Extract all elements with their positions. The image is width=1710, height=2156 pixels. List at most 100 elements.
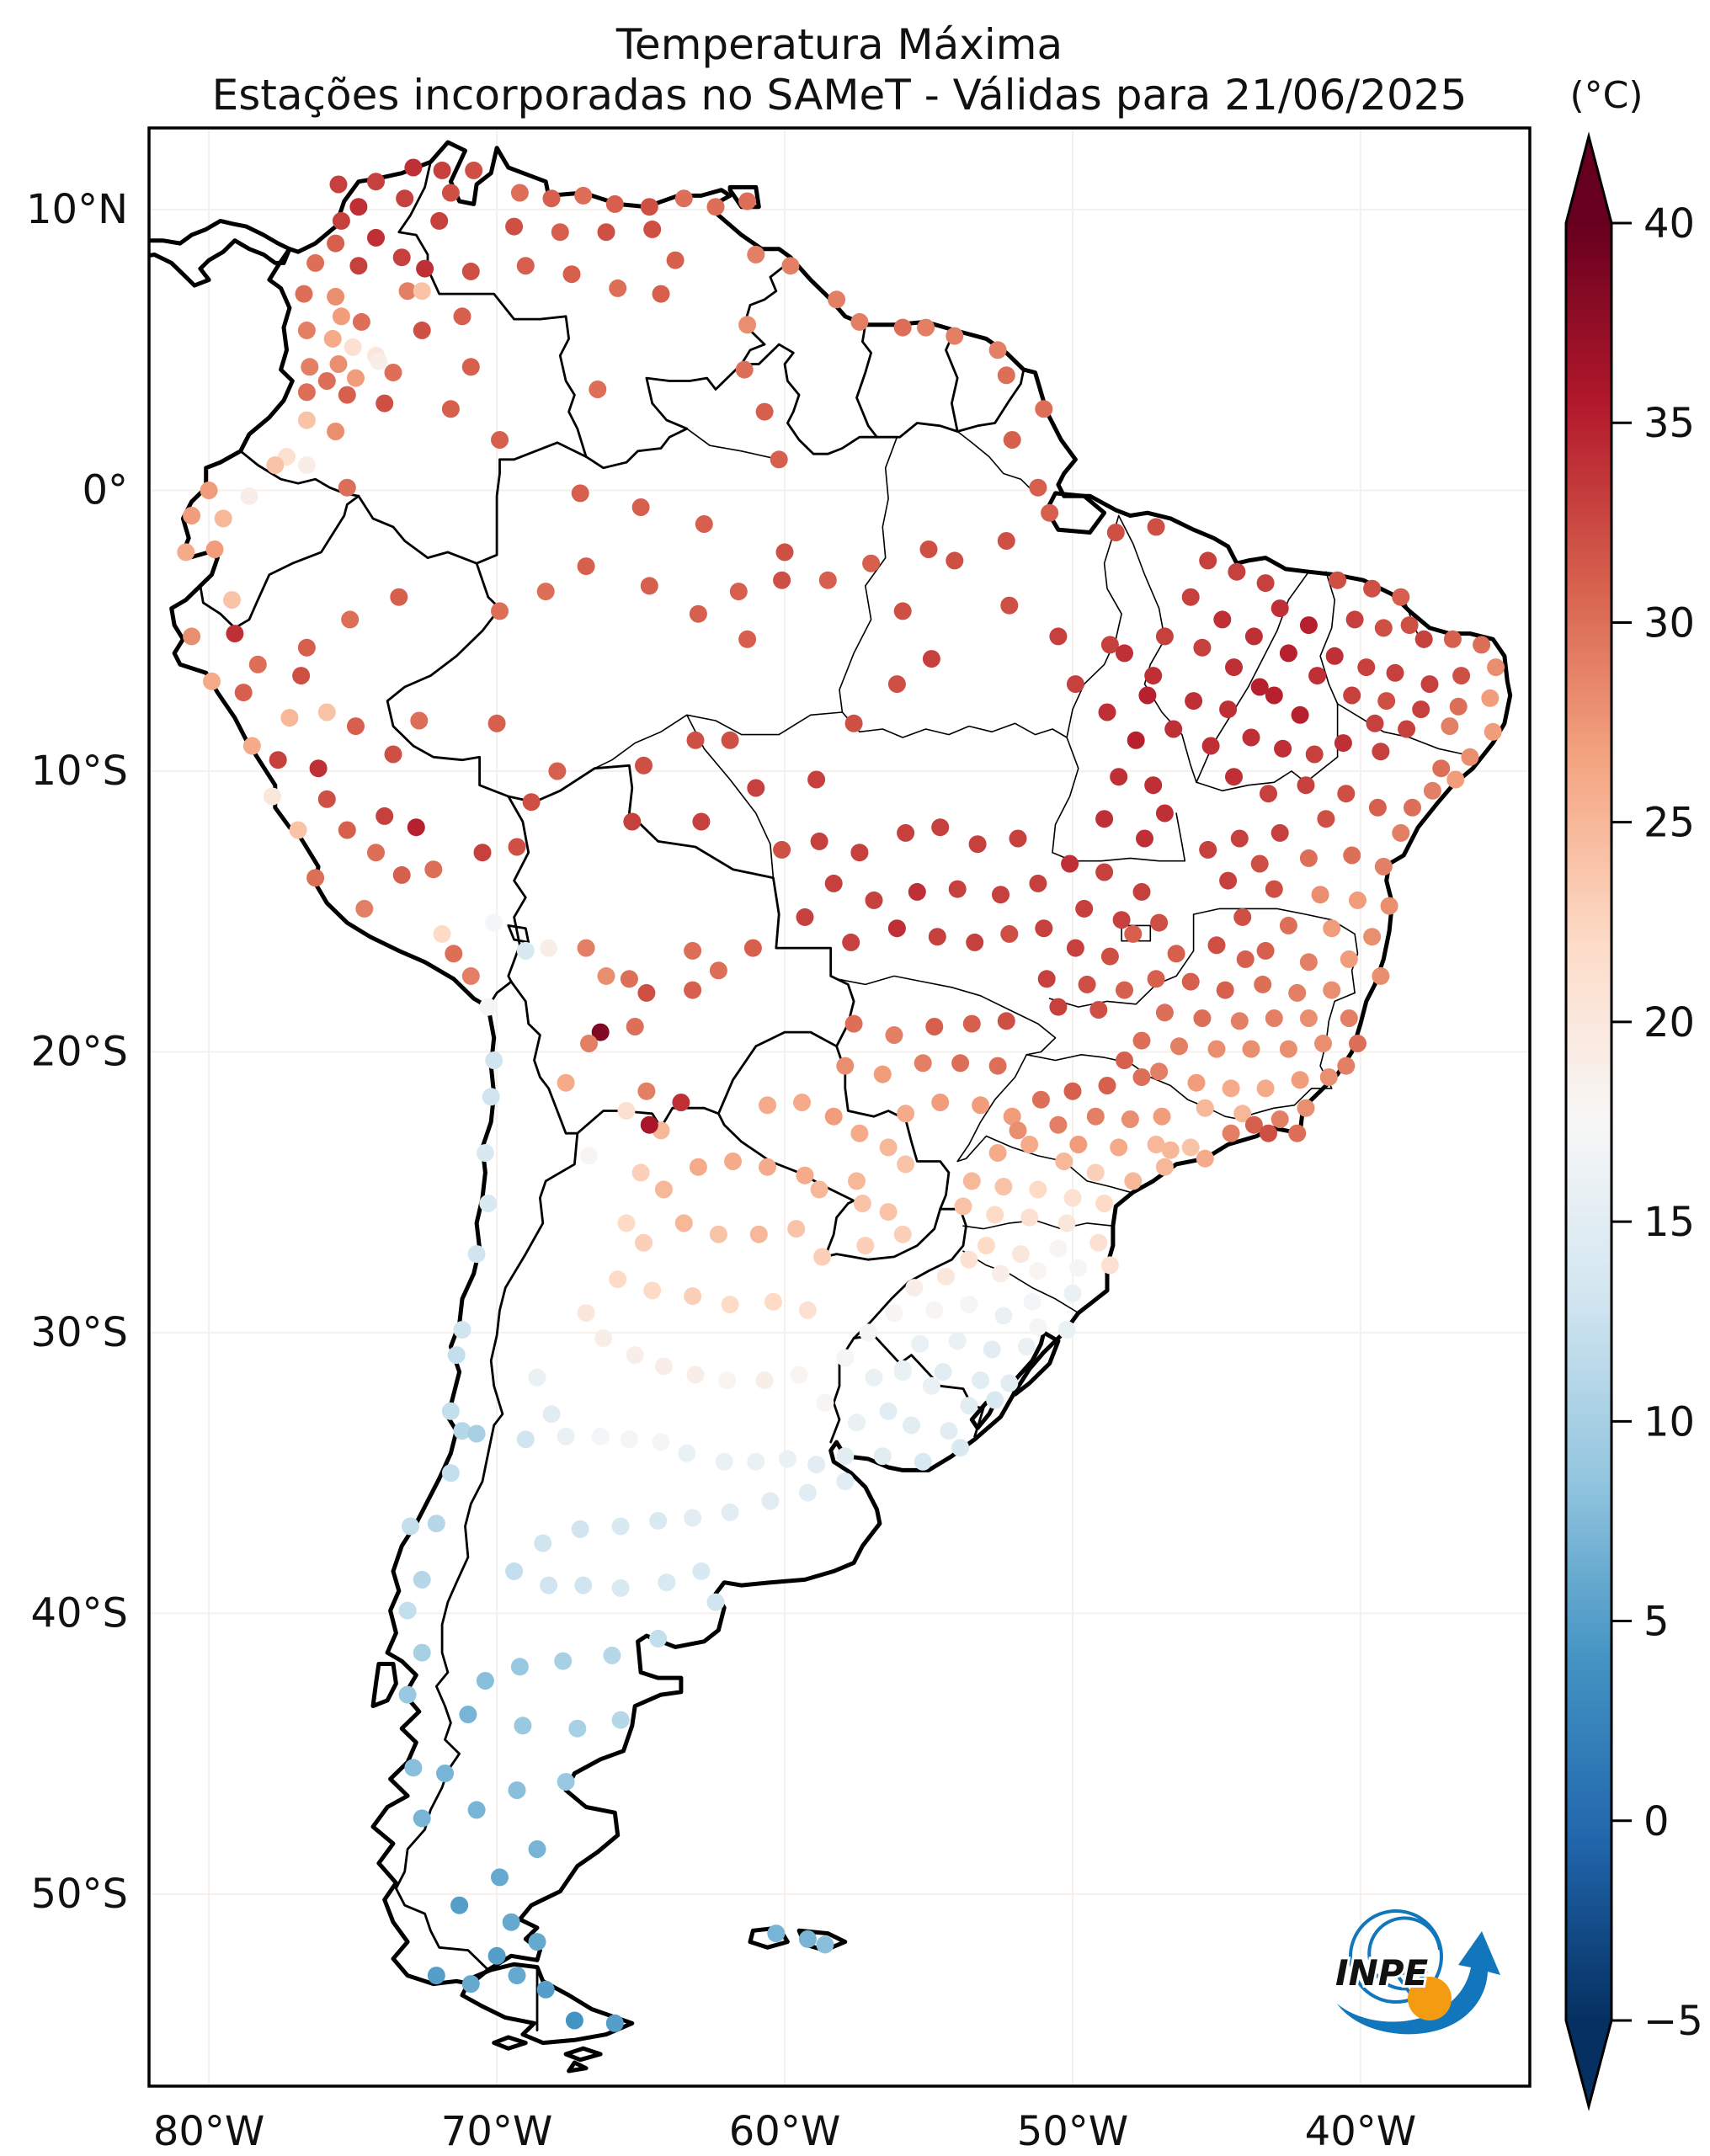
station-dot <box>542 1405 561 1424</box>
station-dot <box>620 970 638 988</box>
station-dot <box>1449 697 1468 716</box>
station-dot <box>620 1430 638 1449</box>
station-dot <box>445 945 463 963</box>
station-dot <box>1181 972 1200 991</box>
station-dot <box>1314 1035 1332 1052</box>
station-dot <box>689 604 707 623</box>
station-dot <box>240 487 258 505</box>
station-dot <box>1317 810 1335 828</box>
station-dot <box>922 1376 940 1395</box>
latitude-axis-labels: 10°N 0° 10°S 20°S 30°S 40°S 50°S <box>26 186 128 1918</box>
station-dot <box>297 456 316 474</box>
station-dot <box>816 1393 834 1412</box>
station-dot <box>317 372 336 390</box>
station-dot <box>828 290 846 309</box>
station-dot <box>1228 562 1246 581</box>
station-dot <box>1441 717 1459 736</box>
station-dot <box>591 1023 610 1041</box>
station-dot <box>747 245 765 264</box>
station-dot <box>574 1576 593 1594</box>
station-dot <box>773 571 791 589</box>
station-dot <box>962 1172 981 1190</box>
station-dot <box>1098 1077 1116 1094</box>
station-dot <box>778 1450 796 1468</box>
station-dot <box>1412 700 1430 719</box>
station-dot <box>684 1509 702 1527</box>
station-dot <box>1392 588 1410 606</box>
station-dot <box>1003 431 1021 449</box>
station-dot <box>640 1115 658 1134</box>
station-dot <box>1095 863 1114 881</box>
station-dot <box>940 1422 958 1440</box>
station-dot <box>1110 1138 1128 1157</box>
station-dot <box>960 1397 978 1415</box>
station-dot <box>1274 739 1292 758</box>
station-dot <box>640 577 658 595</box>
station-dot <box>997 366 1015 385</box>
station-dot <box>433 161 451 179</box>
station-dot <box>988 341 1007 359</box>
state-border <box>1239 1088 1333 1121</box>
station-dot <box>327 423 345 440</box>
station-dot <box>1029 478 1047 497</box>
station-dot <box>441 1464 460 1483</box>
station-dot <box>749 1225 768 1243</box>
station-dot <box>577 557 595 576</box>
station-dot <box>810 832 828 850</box>
station-dot <box>718 1371 737 1390</box>
station-dot <box>948 1332 967 1350</box>
station-dot <box>931 1094 950 1111</box>
state-border <box>1143 683 1197 784</box>
colorbar-tick-label: 35 <box>1643 400 1695 447</box>
coastline <box>492 2035 528 2051</box>
station-dot <box>879 1402 898 1420</box>
station-dot <box>542 189 561 208</box>
station-dot <box>848 1413 866 1432</box>
station-dot <box>1020 1136 1039 1153</box>
country-border <box>507 924 530 944</box>
state-border <box>956 1135 1132 1193</box>
station-dot <box>589 381 607 398</box>
station-dot <box>635 1233 653 1252</box>
station-dot <box>1380 897 1398 915</box>
station-dot <box>917 318 935 337</box>
state-border-layer <box>594 428 1465 1314</box>
station-dot <box>338 386 356 404</box>
station-dot <box>338 478 356 497</box>
station-dot <box>461 1975 480 1994</box>
station-dot <box>1100 947 1119 966</box>
station-dot <box>988 1144 1007 1162</box>
station-dot <box>349 257 368 275</box>
station-dot <box>453 307 471 326</box>
station-dot <box>968 835 987 854</box>
station-dot <box>1075 899 1094 918</box>
station-dot <box>1323 919 1341 938</box>
station-dot <box>565 2011 583 2030</box>
station-dot <box>796 1166 814 1184</box>
station-dot <box>1297 776 1315 795</box>
state-border <box>1072 857 1186 862</box>
station-dot <box>1066 939 1084 957</box>
station-dot <box>1055 1153 1073 1170</box>
station-dot <box>1121 1110 1139 1128</box>
station-dot <box>1147 518 1165 536</box>
page-title-line2: Estações incorporadas no SAMeT - Válidas… <box>212 71 1468 120</box>
station-dot <box>301 358 319 376</box>
page-title-line1: Temperatura Máxima <box>615 20 1063 69</box>
colorbar-unit-label: (°C) <box>1569 74 1643 117</box>
station-dot <box>1366 714 1384 732</box>
map-background <box>149 128 1530 2086</box>
state-border <box>962 1250 1079 1314</box>
country-border <box>945 329 959 433</box>
country-border <box>876 368 1025 439</box>
station-dot <box>1299 616 1318 635</box>
station-dot <box>1124 924 1143 943</box>
station-dot <box>177 543 195 562</box>
station-dot <box>1086 1163 1105 1182</box>
station-dot <box>398 282 417 301</box>
station-dot <box>1291 705 1309 724</box>
station-dot <box>684 941 702 960</box>
colorbar-tick-label: 5 <box>1643 1599 1670 1646</box>
station-dot <box>1110 768 1128 786</box>
station-dot <box>554 1652 573 1670</box>
